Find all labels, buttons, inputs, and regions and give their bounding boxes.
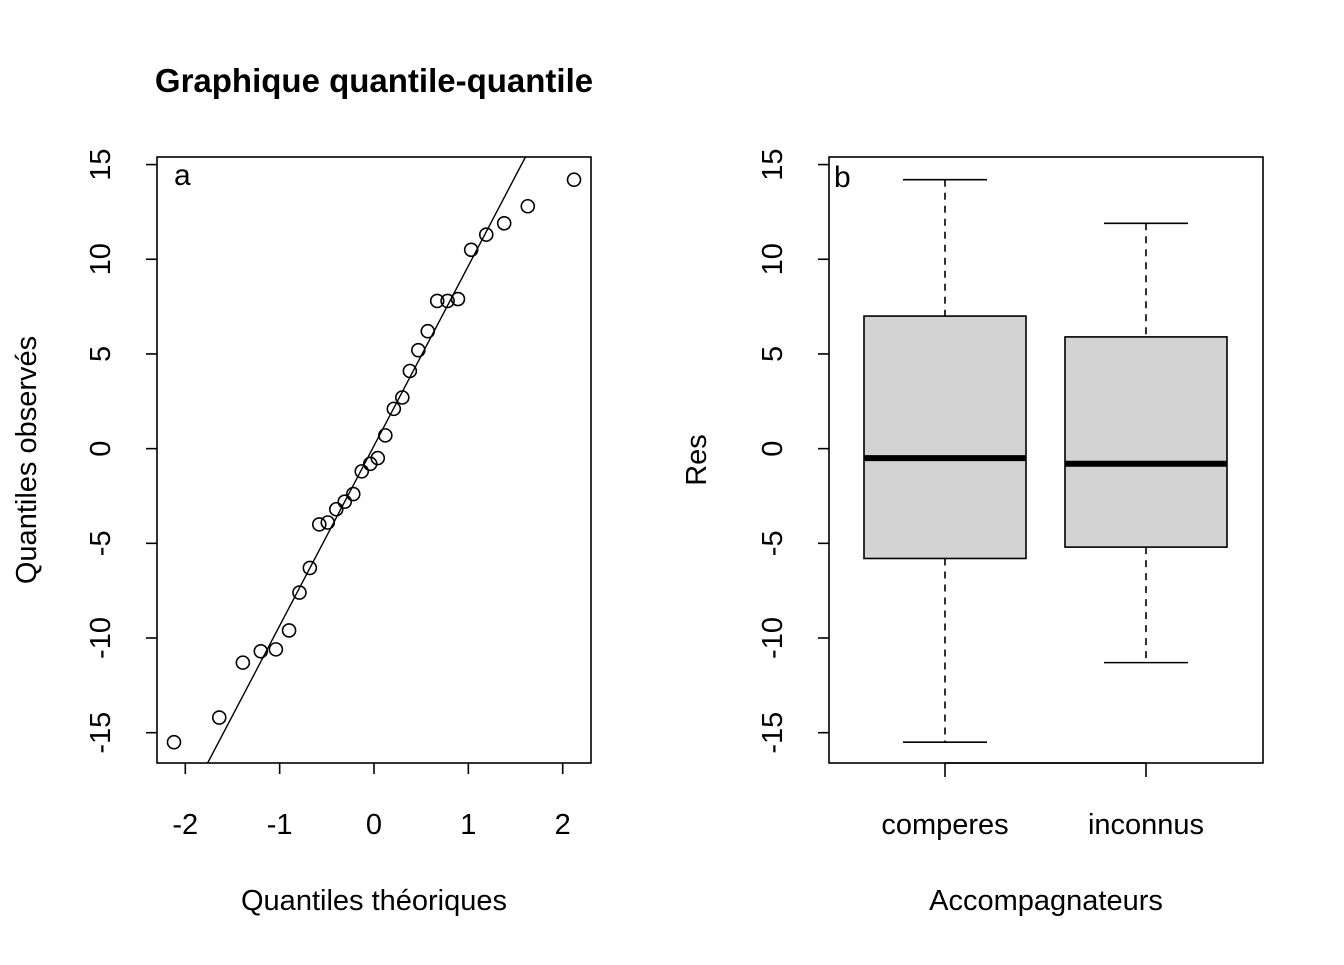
qq-point	[328, 501, 344, 517]
qq-point	[320, 515, 336, 530]
qq-point	[463, 242, 479, 258]
qq-y-axis-label: Quantiles observés	[11, 336, 43, 584]
qq-plot-frame	[156, 156, 592, 764]
qq-point	[235, 655, 251, 670]
qq-reference-line-group	[207, 156, 527, 764]
qq-point	[440, 293, 455, 309]
qq-reference-line	[207, 156, 527, 764]
boxplot-y-tick-label: 0	[757, 441, 789, 457]
qq-point	[386, 401, 402, 417]
qq-point	[520, 198, 536, 214]
qq-x-tick-label: -1	[267, 809, 293, 841]
qq-points	[166, 172, 582, 750]
qq-point	[429, 293, 445, 309]
qq-point	[337, 494, 353, 509]
qq-panel-label: a	[174, 159, 191, 192]
qq-point	[281, 623, 297, 638]
qq-point	[354, 464, 370, 479]
qq-point	[166, 734, 182, 750]
boxplot-y-axis-label: Res	[681, 434, 713, 486]
qq-y-tick-label: 15	[85, 148, 117, 180]
qq-y-tick-label: -15	[85, 712, 117, 754]
qq-y-tick-label: 0	[85, 441, 117, 457]
qq-point	[402, 363, 418, 379]
qq-point	[302, 560, 318, 576]
qq-x-tick-label: -2	[172, 809, 198, 841]
qq-point	[566, 172, 582, 188]
qq-point	[268, 642, 284, 657]
boxplot-y-tick-label: 10	[757, 243, 789, 275]
qq-point	[292, 585, 307, 600]
box-iqr	[1064, 336, 1228, 548]
qq-point	[450, 291, 466, 307]
qq-point	[211, 710, 227, 725]
boxplot-panel: b -15 -10 -5 0 5 10 15 comperes inconnus Accomp…	[681, 148, 1264, 917]
qq-point	[345, 486, 361, 502]
boxplot-y-tick-label: -15	[757, 712, 789, 754]
qq-point	[395, 390, 410, 405]
qq-point	[478, 227, 494, 242]
qq-y-tick-label: 10	[85, 243, 117, 275]
qq-x-tick-label: 1	[460, 809, 476, 841]
boxplot-category-label: inconnus	[1088, 809, 1204, 841]
boxplot-y-tick-label: 5	[757, 346, 789, 362]
boxplot-category-label: comperes	[881, 809, 1008, 841]
boxplot-y-axis: -15 -10 -5 0 5 10 15	[757, 148, 829, 754]
qq-point	[411, 342, 426, 358]
qq-y-axis: -15 -10 -5 0 5 10 15	[85, 148, 157, 754]
boxplot-y-tick-label: 15	[757, 148, 789, 180]
boxplot-x-axis: comperes inconnus	[881, 762, 1204, 841]
qq-point	[253, 643, 269, 659]
qq-x-axis-label: Quantiles théoriques	[241, 885, 507, 917]
box-iqr	[863, 315, 1027, 560]
qq-x-tick-label: 0	[366, 809, 382, 841]
qq-point	[378, 428, 393, 443]
boxplot-panel-label: b	[834, 161, 851, 194]
qq-point	[420, 323, 436, 339]
qq-x-axis: -2 -1 0 1 2	[172, 763, 571, 841]
boxplot-y-tick-label: -5	[757, 530, 789, 556]
qq-point	[311, 517, 327, 532]
qq-point	[496, 215, 512, 231]
boxplot-boxes	[863, 178, 1228, 743]
qq-y-tick-label: 5	[85, 346, 117, 362]
qq-y-tick-label: -10	[85, 617, 117, 659]
chart-title: Graphique quantile-quantile	[155, 62, 593, 99]
boxplot-y-tick-label: -10	[757, 617, 789, 659]
qq-x-tick-label: 2	[555, 809, 571, 841]
qq-y-tick-label: -5	[85, 530, 117, 556]
boxplot-x-axis-label: Accompagnateurs	[929, 885, 1163, 917]
qq-point	[370, 450, 386, 466]
